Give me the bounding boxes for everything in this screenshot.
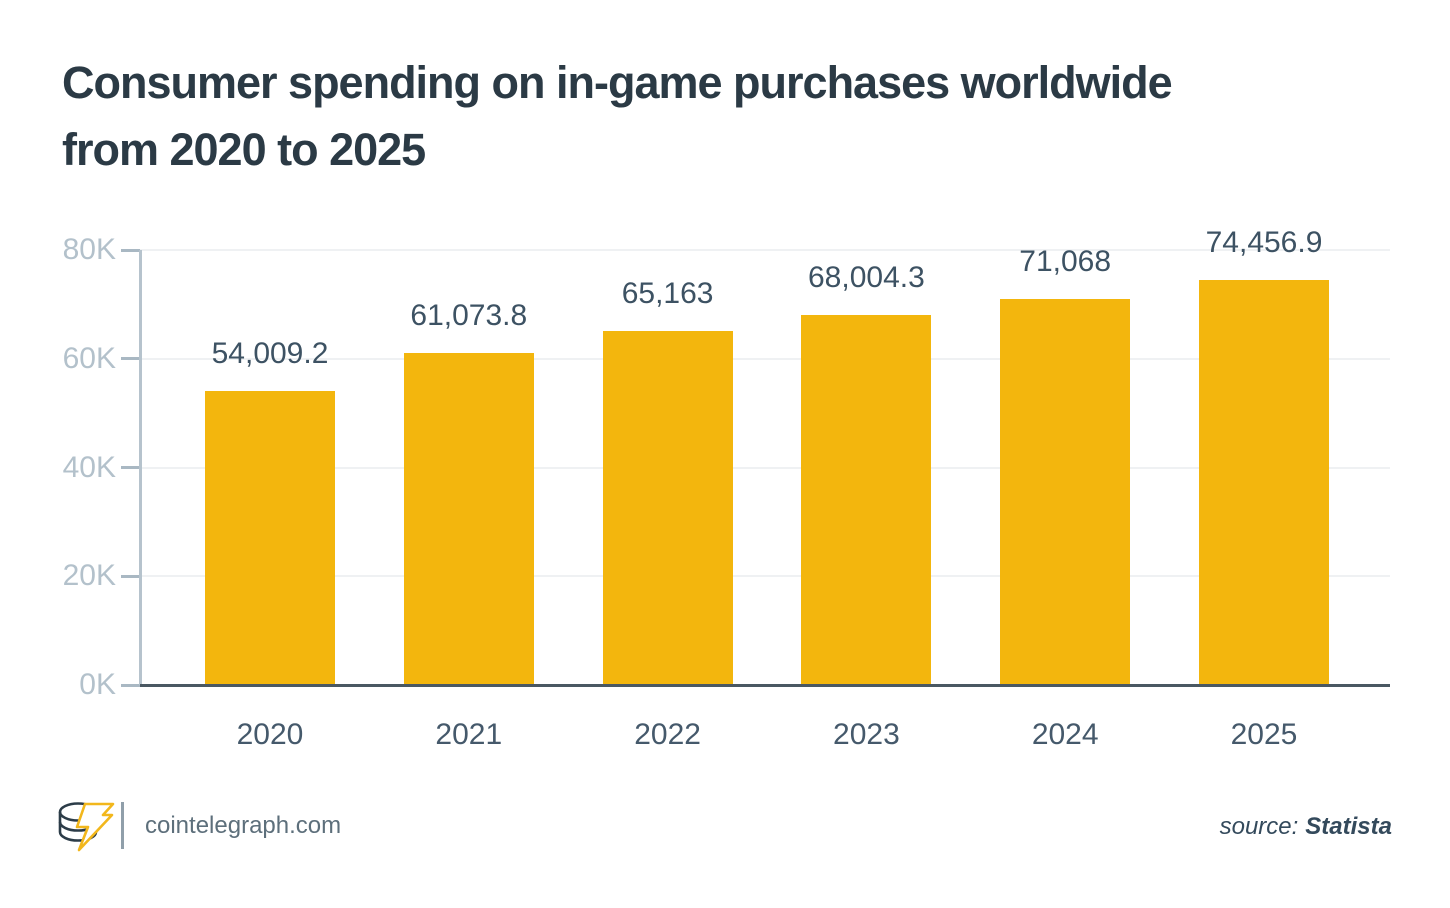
gridline-20K xyxy=(140,575,1390,578)
value-label-2025: 74,456.9 xyxy=(1205,226,1323,260)
gridline-60K xyxy=(140,357,1390,360)
source-prefix: source: xyxy=(1219,813,1299,840)
x-axis-label-2025: 2025 xyxy=(1230,718,1298,751)
source-name: Statista xyxy=(1305,813,1392,840)
bar-2024 xyxy=(1000,298,1131,685)
gridline-40K xyxy=(140,466,1390,469)
y-axis-line xyxy=(139,250,142,685)
value-label-2020: 54,009.2 xyxy=(211,337,329,371)
y-axis-tick-20K xyxy=(121,574,140,578)
bar-2022 xyxy=(602,330,733,685)
chart-title: Consumer spending on in-game purchases w… xyxy=(62,57,1173,175)
x-axis-line xyxy=(140,683,1390,687)
y-axis-tick-0K xyxy=(121,683,140,687)
coin-stack-lightning-icon xyxy=(58,802,115,852)
value-label-2024: 71,068 xyxy=(1019,244,1112,278)
footer-divider xyxy=(121,802,124,849)
x-axis-label-2022: 2022 xyxy=(634,718,701,751)
y-axis-label-0K: 0K xyxy=(79,668,116,701)
cointelegraph-logo xyxy=(54,797,118,860)
x-axis-label-2020: 2020 xyxy=(236,718,304,751)
footer-site-text: cointelegraph.com xyxy=(145,812,342,839)
y-axis-label-80K: 80K xyxy=(62,233,116,266)
value-label-2023: 68,004.3 xyxy=(808,261,925,295)
bar-2021 xyxy=(403,352,534,685)
gridline-80K xyxy=(140,249,1390,251)
y-axis-label-40K: 40K xyxy=(62,450,116,484)
x-axis-label-2021: 2021 xyxy=(435,718,503,751)
bar-2025 xyxy=(1199,280,1329,685)
x-axis-label-2023: 2023 xyxy=(833,718,900,751)
x-axis-label-2024: 2024 xyxy=(1031,718,1099,751)
bar-2020 xyxy=(205,391,335,685)
value-label-2021: 61,073.8 xyxy=(410,298,528,332)
y-axis-label-20K: 20K xyxy=(62,559,116,593)
source-attribution: source: Statista xyxy=(1220,813,1392,841)
y-axis-label-60K: 60K xyxy=(62,341,116,375)
bar-2023 xyxy=(801,315,932,685)
value-label-2022: 65,163 xyxy=(621,276,714,310)
y-axis-tick-80K xyxy=(121,248,140,252)
y-axis-tick-60K xyxy=(121,357,140,361)
y-axis-tick-40K xyxy=(121,466,140,469)
